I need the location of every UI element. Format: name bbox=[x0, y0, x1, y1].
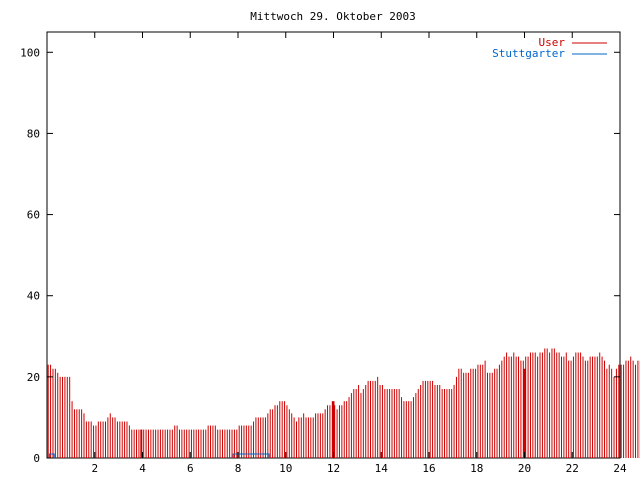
legend: User Stuttgarter bbox=[492, 36, 607, 60]
x-tick-label: 20 bbox=[518, 462, 531, 475]
y-tick-label: 40 bbox=[27, 290, 40, 303]
stuttgarter-segment bbox=[232, 453, 270, 458]
x-tick-label: 16 bbox=[422, 462, 435, 475]
x-tick-label: 2 bbox=[91, 462, 98, 475]
y-tick-label: 0 bbox=[33, 452, 40, 465]
user-series-bars bbox=[47, 348, 640, 458]
x-tick-label: 24 bbox=[613, 462, 627, 475]
x-tick-label: 14 bbox=[375, 462, 389, 475]
chart-title: Mittwoch 29. Oktober 2003 bbox=[250, 10, 416, 23]
stuttgarter-segment bbox=[48, 453, 55, 458]
x-tick-label: 22 bbox=[566, 462, 579, 475]
y-tick-label: 20 bbox=[27, 371, 40, 384]
x-tick-label: 6 bbox=[187, 462, 194, 475]
plot-frame bbox=[46, 31, 621, 459]
x-tick-label: 12 bbox=[327, 462, 340, 475]
x-tick-label: 10 bbox=[279, 462, 292, 475]
legend-label-user: User bbox=[539, 36, 566, 49]
stuttgarter-series bbox=[48, 453, 270, 458]
x-tick-label: 18 bbox=[470, 462, 483, 475]
y-tick-label: 60 bbox=[27, 209, 40, 222]
y-tick-label: 100 bbox=[20, 46, 40, 59]
y-tick-label: 80 bbox=[27, 127, 40, 140]
x-tick-label: 4 bbox=[139, 462, 146, 475]
x-tick-label: 8 bbox=[235, 462, 242, 475]
legend-label-stuttgarter: Stuttgarter bbox=[492, 47, 565, 60]
